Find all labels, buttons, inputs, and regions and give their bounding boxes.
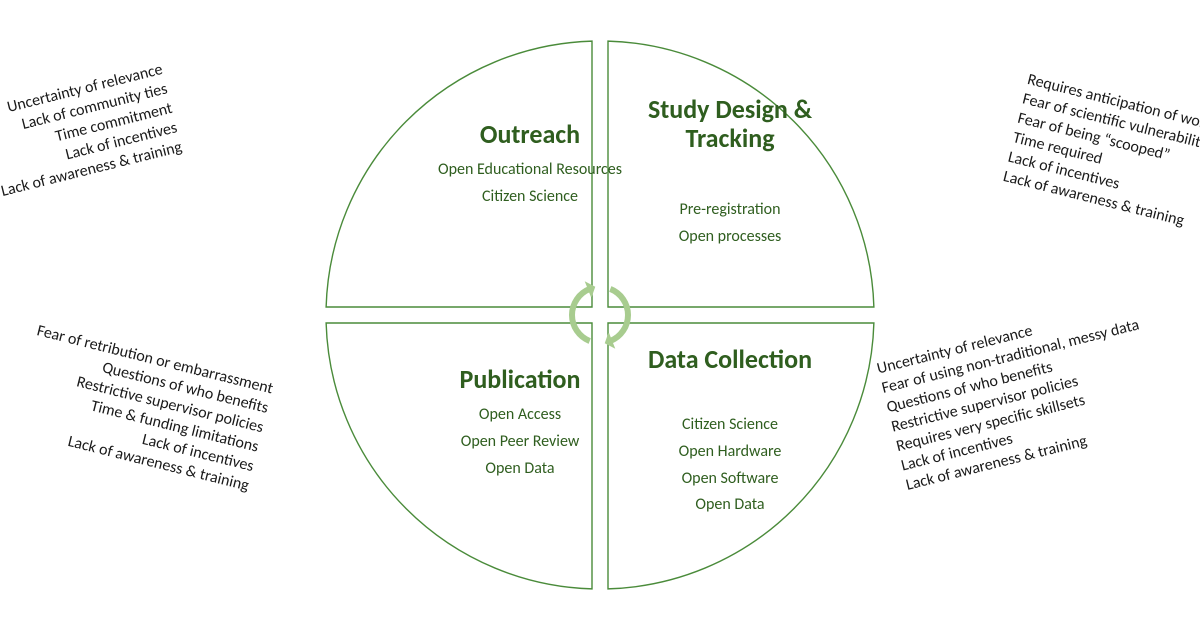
quadrant-tr-item-0: Pre-registration <box>640 200 820 221</box>
quadrant-tr-item-1: Open processes <box>640 227 820 248</box>
quadrant-bl-title: Publication <box>430 365 610 394</box>
quadrant-tl-title: Outreach <box>460 120 600 149</box>
quadrant-tl-items: Open Educational Resources Citizen Scienc… <box>410 160 650 208</box>
cycle-arrow-1 <box>610 289 628 341</box>
quadrant-br-item-1: Open Hardware <box>640 442 820 463</box>
circle-svg <box>0 0 1200 631</box>
quadrant-tr-items: Pre-registration Open processes <box>640 200 820 248</box>
quadrant-bl-items: Open Access Open Peer Review Open Data <box>430 405 610 479</box>
quadrant-tl-item-0: Open Educational Resources <box>410 160 650 181</box>
diagram-stage: Outreach Open Educational Resources Citize… <box>0 0 1200 631</box>
quadrant-br-item-2: Open Software <box>640 469 820 490</box>
quadrant-br-items: Citizen Science Open Hardware Open Softwar… <box>640 415 820 516</box>
quadrant-br-title: Data Collection <box>640 345 820 374</box>
cycle-arrow-2 <box>572 289 590 341</box>
quadrant-br-item-0: Citizen Science <box>640 415 820 436</box>
quadrant-tl-item-1: Citizen Science <box>410 187 650 208</box>
quadrant-bl-item-1: Open Peer Review <box>430 432 610 453</box>
quadrant-bl-item-2: Open Data <box>430 459 610 480</box>
quadrant-bl-item-0: Open Access <box>430 405 610 426</box>
quadrant-br-item-3: Open Data <box>640 495 820 516</box>
quadrant-tr-title: Study Design & Tracking <box>620 95 840 152</box>
